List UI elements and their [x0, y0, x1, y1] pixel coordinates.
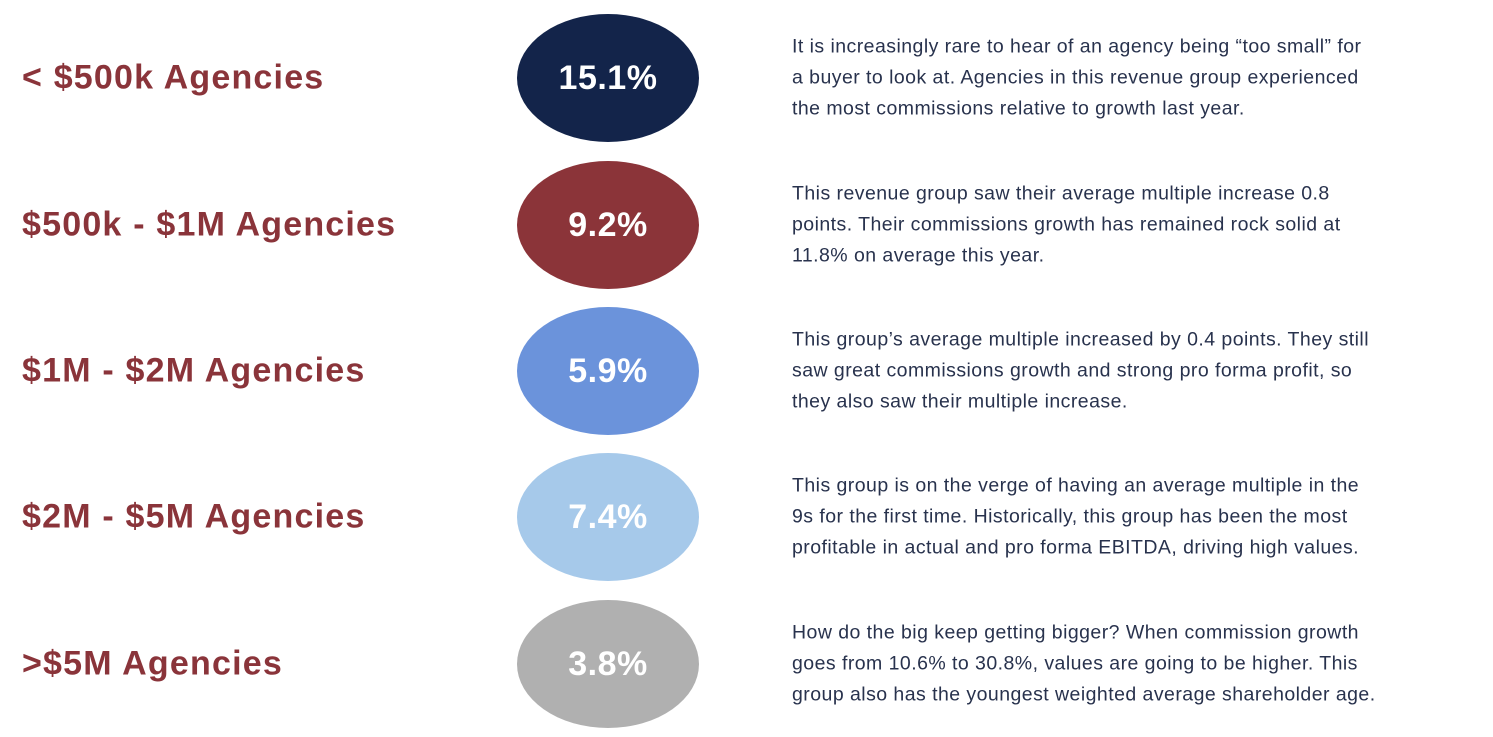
description-line: This group’s average multiple increased … [792, 328, 1369, 351]
group-description: It is increasingly rare to hear of an ag… [792, 32, 1361, 125]
growth-value: 5.9% [568, 351, 648, 390]
value-circle: 3.8% [517, 600, 699, 728]
group-label: $2M - $5M Agencies [22, 497, 366, 536]
description-line: the most commissions relative to growth … [792, 97, 1245, 120]
agency-group-row: $1M - $2M Agencies 5.9% This group’s ave… [0, 298, 1493, 444]
agency-group-row: < $500k Agencies 15.1% It is increasingl… [0, 5, 1493, 151]
description-line: This group is on the verge of having an … [792, 474, 1360, 497]
group-label: >$5M Agencies [22, 644, 283, 683]
value-circle: 9.2% [517, 161, 699, 289]
group-label: < $500k Agencies [22, 58, 325, 97]
group-description: How do the big keep getting bigger? When… [792, 618, 1376, 711]
growth-value: 7.4% [568, 497, 648, 536]
growth-value: 15.1% [558, 58, 658, 97]
description-line: profitable in actual and pro forma EBITD… [792, 536, 1360, 559]
description-line: goes from 10.6% to 30.8%, values are goi… [792, 652, 1358, 675]
description-line: 11.8% on average this year. [792, 244, 1045, 267]
agency-group-row: $2M - $5M Agencies 7.4% This group is on… [0, 444, 1493, 590]
description-line: saw great commissions growth and strong … [792, 359, 1353, 382]
group-description: This revenue group saw their average mul… [792, 179, 1341, 272]
description-line: group also has the youngest weighted ave… [792, 683, 1376, 706]
value-circle: 7.4% [517, 453, 699, 581]
growth-value: 3.8% [568, 644, 648, 683]
description-line: 9s for the first time. Historically, thi… [792, 505, 1348, 528]
value-circle: 15.1% [517, 14, 699, 142]
agency-group-row: >$5M Agencies 3.8% How do the big keep g… [0, 591, 1493, 737]
group-label: $500k - $1M Agencies [22, 205, 397, 244]
description-line: points. Their commissions growth has rem… [792, 213, 1341, 236]
agency-group-row: $500k - $1M Agencies 9.2% This revenue g… [0, 152, 1493, 298]
growth-value: 9.2% [568, 205, 648, 244]
description-line: This revenue group saw their average mul… [792, 182, 1330, 205]
group-description: This group is on the verge of having an … [792, 471, 1359, 564]
description-line: they also saw their multiple increase. [792, 390, 1128, 413]
group-description: This group’s average multiple increased … [792, 325, 1369, 418]
description-line: a buyer to look at. Agencies in this rev… [792, 66, 1359, 89]
group-label: $1M - $2M Agencies [22, 351, 366, 390]
description-line: It is increasingly rare to hear of an ag… [792, 35, 1362, 58]
value-circle: 5.9% [517, 307, 699, 435]
description-line: How do the big keep getting bigger? When… [792, 621, 1359, 644]
